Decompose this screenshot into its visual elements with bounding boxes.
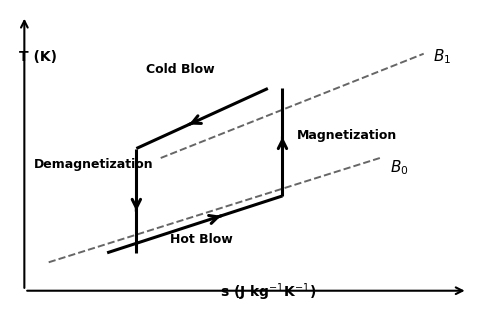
Text: s (J kg$^{-1}$K$^{-1}$): s (J kg$^{-1}$K$^{-1}$) <box>220 282 316 303</box>
Text: Hot Blow: Hot Blow <box>170 234 233 246</box>
Text: T (K): T (K) <box>19 50 57 64</box>
Text: Cold Blow: Cold Blow <box>146 63 215 76</box>
Text: $B_0$: $B_0$ <box>390 158 408 177</box>
Text: Demagnetization: Demagnetization <box>34 158 154 171</box>
Text: Magnetization: Magnetization <box>297 129 397 143</box>
Text: $B_1$: $B_1$ <box>433 47 451 66</box>
